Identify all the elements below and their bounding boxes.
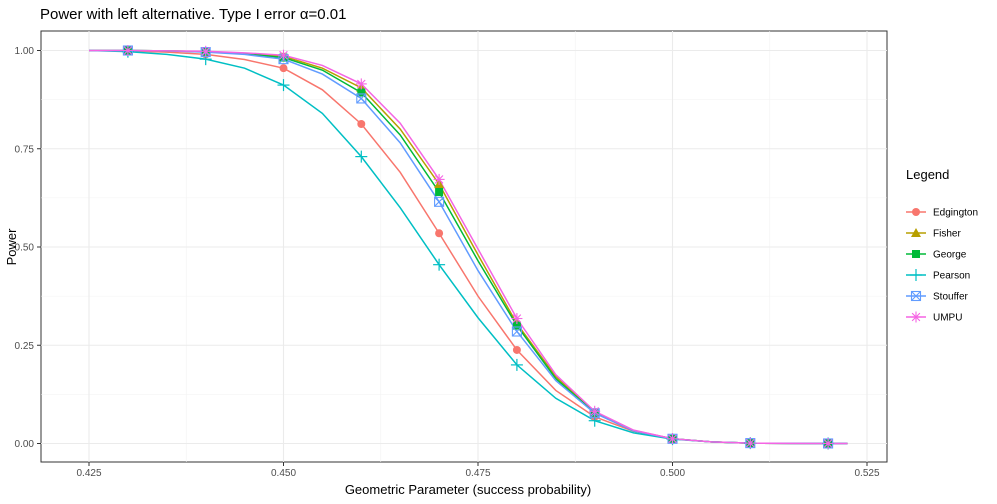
- y-axis-title: Power: [4, 228, 19, 266]
- x-tick-label: 0.525: [854, 468, 879, 479]
- chart-title: Power with left alternative. Type I erro…: [40, 6, 346, 23]
- data-point-umpu: [589, 405, 601, 417]
- x-axis: 0.425 0.450 0.475 0.500 0.525: [76, 462, 880, 479]
- legend-key-pearson: [910, 269, 922, 281]
- data-point-pearson: [277, 79, 290, 92]
- data-point-umpu: [511, 313, 523, 325]
- legend-key-george: [912, 250, 920, 258]
- data-point-stouffer: [511, 326, 522, 337]
- data-point-umpu: [667, 433, 678, 445]
- series-line-umpu: [89, 49, 848, 445]
- x-axis-title: Geometric Parameter (success probability…: [345, 482, 591, 497]
- legend-key-umpu: [910, 311, 922, 323]
- data-point-george: [357, 88, 366, 97]
- legend-label: Pearson: [933, 271, 970, 282]
- x-tick-label: 0.500: [660, 468, 685, 479]
- data-point-umpu: [122, 45, 134, 56]
- y-tick-label: 0.50: [15, 243, 35, 254]
- data-point-pearson: [510, 358, 523, 371]
- data-point-edgington: [357, 119, 366, 128]
- legend-label: Fisher: [933, 229, 961, 240]
- x-tick-label: 0.425: [76, 468, 101, 479]
- legend-item-stouffer: Stouffer: [906, 290, 969, 303]
- legend-label: Edgington: [933, 208, 978, 219]
- legend-key-fisher: [911, 228, 921, 237]
- legend-label: George: [933, 250, 967, 261]
- y-axis: 0.00 0.25 0.50 0.75 1.00: [15, 46, 41, 450]
- data-point-george: [435, 187, 444, 196]
- legend-item-fisher: Fisher: [906, 228, 961, 240]
- data-point-george: [512, 321, 521, 330]
- data-point-pearson: [355, 150, 368, 163]
- data-point-edgington: [512, 345, 521, 354]
- plot-area: [40, 30, 888, 463]
- legend-item-george: George: [906, 250, 967, 261]
- legend-item-pearson: Pearson: [906, 269, 970, 282]
- data-point-umpu: [200, 45, 212, 57]
- data-point-pearson: [433, 258, 446, 271]
- data-point-umpu: [822, 437, 834, 449]
- data-point-stouffer: [434, 196, 445, 207]
- x-tick-label: 0.450: [271, 468, 296, 479]
- legend-key-edgington: [912, 208, 920, 216]
- legend-item-umpu: UMPU: [906, 311, 962, 324]
- legend-item-edgington: Edgington: [906, 208, 978, 219]
- data-point-stouffer: [356, 93, 367, 104]
- legend: Legend Edgington Fisher George Pearson Stouf…: [906, 167, 978, 324]
- y-tick-label: 0.25: [15, 341, 35, 352]
- legend-key-stouffer: [910, 290, 922, 302]
- y-tick-label: 0.00: [15, 439, 35, 450]
- y-tick-label: 0.75: [15, 144, 35, 155]
- data-point-umpu: [433, 173, 445, 185]
- data-point-umpu: [278, 49, 289, 61]
- legend-label: Stouffer: [933, 292, 969, 303]
- legend-title: Legend: [906, 167, 949, 182]
- data-point-umpu: [744, 437, 756, 449]
- y-tick-label: 1.00: [15, 46, 35, 57]
- legend-label: UMPU: [933, 313, 962, 324]
- data-point-edgington: [435, 229, 444, 238]
- data-point-edgington: [279, 64, 288, 73]
- series-layer: [88, 45, 848, 450]
- data-point-umpu: [355, 78, 367, 90]
- x-tick-label: 0.475: [465, 468, 490, 479]
